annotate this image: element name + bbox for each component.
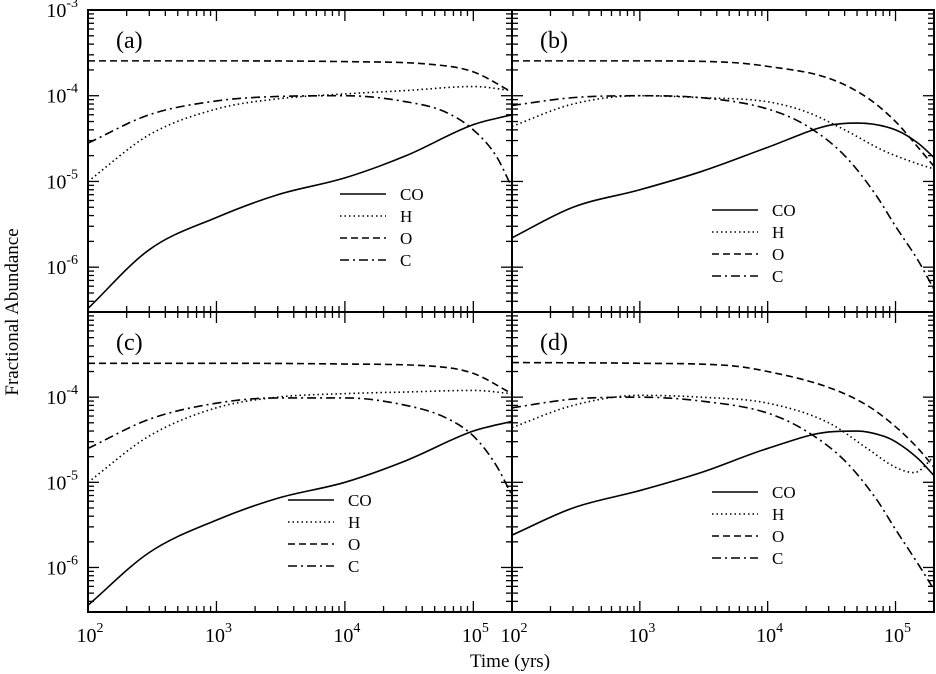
y-axis-label: Fractional Abundance	[2, 228, 23, 395]
series-h-line	[88, 389, 512, 483]
panel-b: (b) CO HOC	[511, 9, 935, 313]
panel-frame	[87, 311, 513, 613]
x-tick-label: 102	[77, 621, 104, 647]
legend: CO HOC	[712, 201, 796, 286]
legend-label-o: O	[348, 535, 360, 554]
y-tick-label: 10-3	[46, 0, 78, 22]
y-tick-label: 10-4	[46, 82, 78, 108]
series-o-line	[88, 362, 512, 395]
x-tick-label: 103	[205, 621, 232, 647]
legend-label-c: C	[348, 557, 359, 576]
panel-label: (a)	[116, 28, 143, 54]
series-c-line	[88, 94, 512, 188]
legend-label-h: H	[772, 505, 784, 524]
legend-label-co: CO	[348, 491, 372, 510]
panel-label: (c)	[116, 330, 143, 356]
series-co-line	[88, 420, 512, 606]
y-tick-label: 10-6	[46, 553, 78, 579]
panels-group: (a)COHOC10-610-510-410-3(b)COHOC(c)COHOC…	[46, 0, 935, 647]
series-o-line	[512, 60, 934, 167]
series-h-line	[88, 85, 512, 183]
legend-label-co: CO	[772, 201, 796, 220]
y-tick-label: 10-4	[46, 383, 78, 409]
panel-frame	[511, 311, 935, 613]
legend-label-o: O	[400, 229, 412, 248]
legend: CO HOC	[712, 483, 796, 568]
x-axis-label: Time (yrs)	[470, 651, 550, 672]
panel-c: (c) CO HOC 10-6 10-5 10-4 102 103 104 105	[46, 311, 513, 647]
legend: CO HOC	[288, 491, 372, 576]
series-co-line	[512, 122, 934, 239]
legend-label-c: C	[400, 251, 411, 270]
legend-label-c: C	[772, 267, 783, 286]
series-co-line	[512, 430, 934, 536]
series-o-line	[88, 60, 512, 93]
legend-label-o: O	[772, 527, 784, 546]
legend-label-h: H	[348, 513, 360, 532]
panel-label: (b)	[540, 28, 568, 54]
legend-label-co: CO	[400, 185, 424, 204]
y-tick-label: 10-6	[46, 253, 78, 279]
legend-label-c: C	[772, 549, 783, 568]
legend-label-h: H	[400, 207, 412, 226]
y-tick-label: 10-5	[46, 468, 78, 494]
legend-label-co: CO	[772, 483, 796, 502]
legend: CO HOC	[340, 185, 424, 270]
legend-label-h: H	[772, 223, 784, 242]
series-c-line	[512, 396, 934, 591]
x-tick-label: 105	[884, 621, 911, 647]
series-h-line	[512, 94, 934, 170]
panel-d: (d) CO HOC 102 103 104 105	[501, 311, 935, 647]
y-tick-label: 10-5	[46, 167, 78, 193]
series-co-line	[88, 113, 512, 310]
legend-label-o: O	[772, 245, 784, 264]
series-c-line	[512, 94, 934, 290]
panel-a: (a) CO HOC 10-6 10-5 10-4 10-3	[46, 0, 513, 313]
x-tick-label: 104	[333, 621, 360, 647]
panel-frame	[511, 9, 935, 313]
x-tick-label: 103	[628, 621, 655, 647]
panel-frame	[87, 9, 513, 313]
series-c-line	[88, 397, 512, 496]
x-tick-label: 104	[756, 621, 783, 647]
panel-label: (d)	[540, 330, 568, 356]
x-tick-label: 105	[462, 621, 489, 647]
series-o-line	[512, 361, 934, 468]
x-tick-label: 102	[501, 621, 528, 647]
